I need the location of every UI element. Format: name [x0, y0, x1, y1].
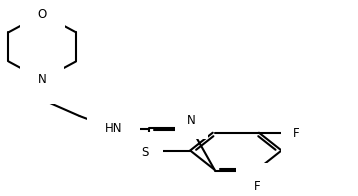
- Text: HN: HN: [105, 122, 122, 135]
- Text: F: F: [254, 181, 261, 193]
- Text: F: F: [293, 127, 299, 140]
- Text: N: N: [38, 73, 47, 86]
- Text: S: S: [141, 146, 149, 159]
- Text: O: O: [38, 8, 47, 21]
- Text: N: N: [187, 114, 196, 127]
